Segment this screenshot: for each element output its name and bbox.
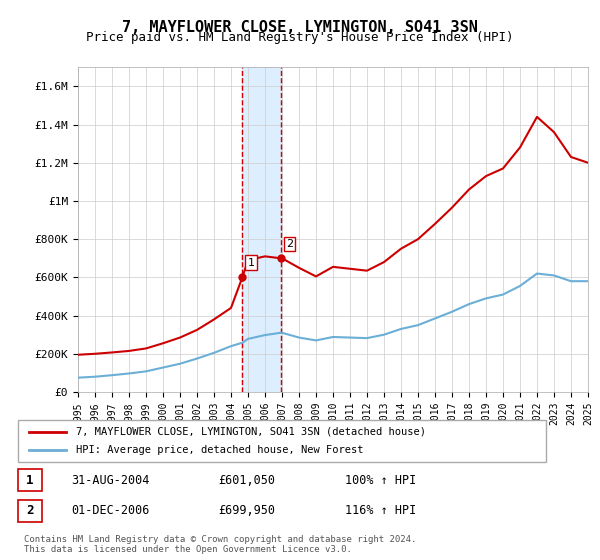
- FancyBboxPatch shape: [18, 500, 42, 522]
- Text: 01-DEC-2006: 01-DEC-2006: [71, 505, 149, 517]
- Text: 2: 2: [26, 505, 34, 517]
- Text: 7, MAYFLOWER CLOSE, LYMINGTON, SO41 3SN (detached house): 7, MAYFLOWER CLOSE, LYMINGTON, SO41 3SN …: [76, 427, 426, 437]
- Text: 2: 2: [286, 239, 293, 249]
- Text: Price paid vs. HM Land Registry's House Price Index (HPI): Price paid vs. HM Land Registry's House …: [86, 31, 514, 44]
- Bar: [242, 67, 281, 392]
- Text: 116% ↑ HPI: 116% ↑ HPI: [346, 505, 416, 517]
- Text: £601,050: £601,050: [218, 474, 275, 487]
- FancyBboxPatch shape: [18, 469, 42, 491]
- Text: 100% ↑ HPI: 100% ↑ HPI: [346, 474, 416, 487]
- FancyBboxPatch shape: [18, 420, 546, 462]
- Text: Contains HM Land Registry data © Crown copyright and database right 2024.
This d: Contains HM Land Registry data © Crown c…: [24, 535, 416, 554]
- Text: 31-AUG-2004: 31-AUG-2004: [71, 474, 149, 487]
- Text: 7, MAYFLOWER CLOSE, LYMINGTON, SO41 3SN: 7, MAYFLOWER CLOSE, LYMINGTON, SO41 3SN: [122, 20, 478, 35]
- Text: £699,950: £699,950: [218, 505, 275, 517]
- Text: 1: 1: [26, 474, 34, 487]
- Text: HPI: Average price, detached house, New Forest: HPI: Average price, detached house, New …: [76, 445, 364, 455]
- Text: 1: 1: [247, 258, 254, 268]
